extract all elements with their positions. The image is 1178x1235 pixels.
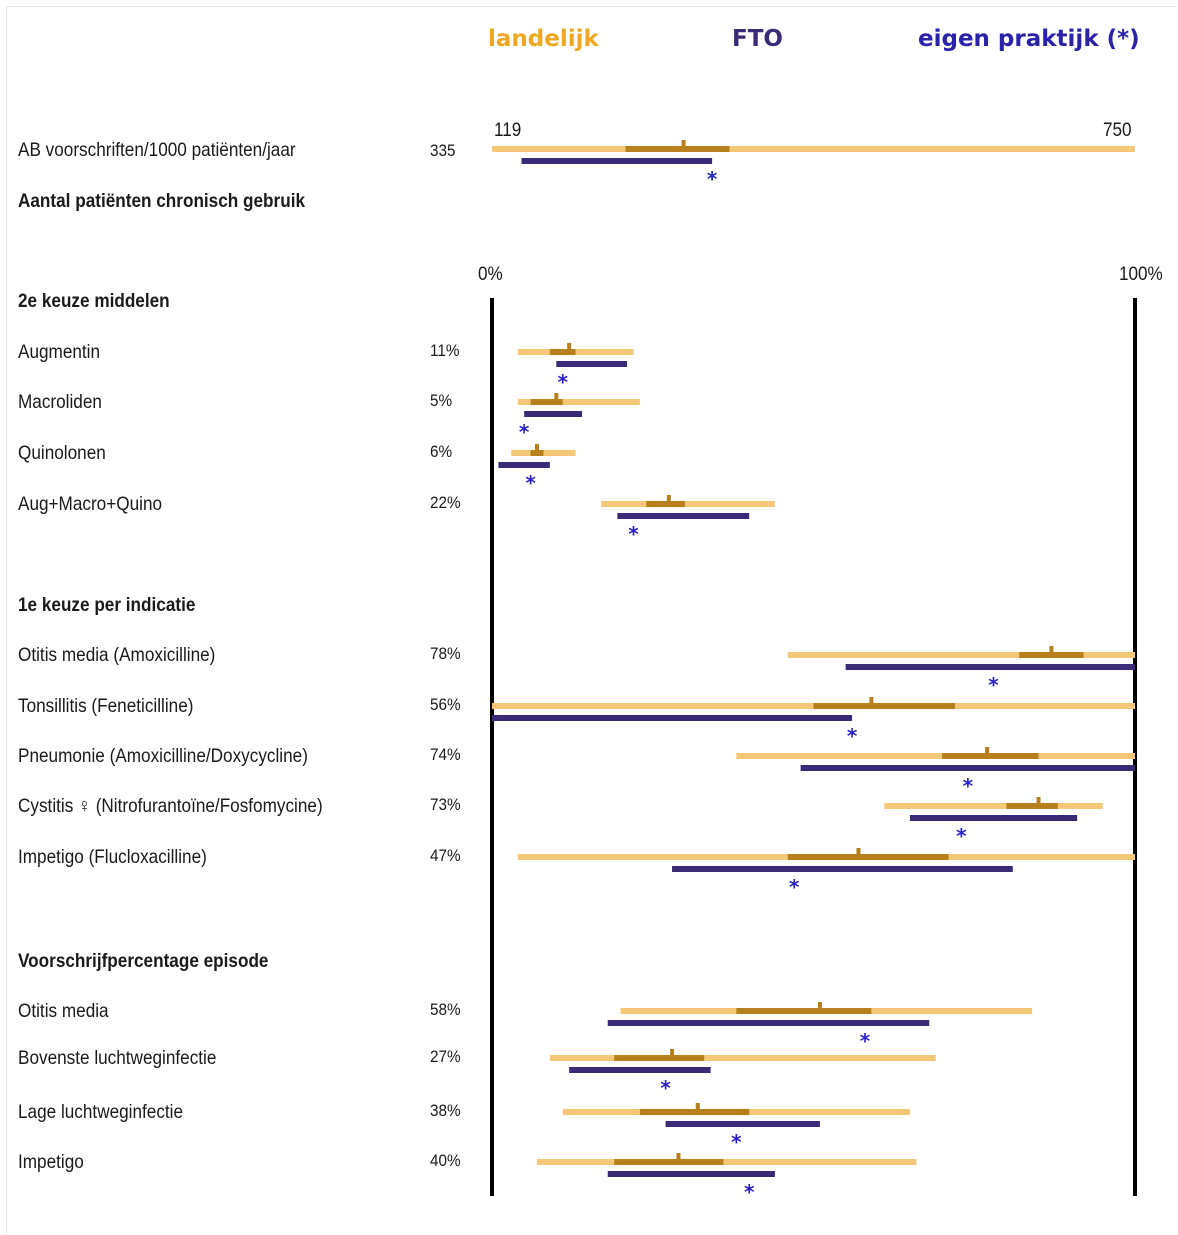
row-value-2-1: 56% (430, 695, 461, 714)
row-value-3-1: 27% (430, 1047, 461, 1066)
own-practice-marker-3-1: * (660, 1076, 671, 1100)
row-label-prescriptions: AB voorschriften/1000 patiënten/jaar (18, 139, 296, 161)
section-heading-2: 1e keuze per indicatie (18, 594, 196, 616)
row-value-2-4: 47% (430, 846, 461, 865)
own-practice-marker-3-0: * (860, 1029, 871, 1053)
row-label-2-4: Impetigo (Flucloxacilline) (18, 846, 207, 868)
legend-landelijk: landelijk (488, 26, 599, 52)
own-practice-marker-1-2: * (525, 471, 536, 495)
row-value-1-3: 22% (430, 493, 461, 512)
row-value-2-0: 78% (430, 644, 461, 663)
own-practice-marker-2-4: * (789, 875, 800, 899)
chart-frame (6, 6, 1177, 1234)
own-practice-marker-2-3: * (956, 824, 967, 848)
row-label-1-3: Aug+Macro+Quino (18, 493, 163, 515)
row-label-2-1: Tonsillitis (Feneticilline) (18, 695, 194, 717)
axis-min-label-percent: 0% (478, 264, 503, 285)
own-practice-marker-1-3: * (628, 522, 639, 546)
own-practice-marker-2-0: * (988, 673, 999, 697)
own-practice-marker-2-2: * (963, 774, 974, 798)
row-label-3-2: Lage luchtweginfectie (18, 1101, 184, 1123)
row-value-3-3: 40% (430, 1151, 461, 1170)
section-heading-0: Aantal patiënten chronisch gebruik (18, 190, 306, 212)
row-label-3-3: Impetigo (18, 1151, 84, 1173)
section-heading-1: 2e keuze middelen (18, 290, 170, 312)
row-label-2-0: Otitis media (Amoxicilline) (18, 644, 216, 666)
row-value-prescriptions: 335 (430, 141, 456, 160)
own-practice-marker-1-0: * (557, 370, 568, 394)
row-label-3-0: Otitis media (18, 1000, 109, 1022)
row-value-2-2: 74% (430, 745, 461, 764)
row-label-1-1: Macroliden (18, 391, 102, 413)
row-label-1-2: Quinolonen (18, 442, 106, 464)
legend-eigen-praktijk: eigen praktijk (*) (918, 26, 1140, 52)
legend-fto: FTO (732, 26, 783, 52)
row-value-1-0: 11% (430, 341, 460, 360)
row-value-3-2: 38% (430, 1101, 461, 1120)
row-label-2-3: Cystitis ♀ (Nitrofurantoïne/Fosfomycine) (18, 795, 323, 817)
axis-max-label-percent: 100% (1119, 264, 1163, 285)
own-practice-marker-2-1: * (847, 724, 858, 748)
own-practice-marker-prescriptions: * (707, 167, 718, 191)
axis-min-label-prescriptions: 119 (494, 120, 522, 141)
row-label-2-2: Pneumonie (Amoxicilline/Doxycycline) (18, 745, 308, 767)
row-label-1-0: Augmentin (18, 341, 101, 363)
axis-max-label-prescriptions: 750 (1103, 120, 1132, 141)
row-value-1-2: 6% (430, 442, 453, 461)
row-label-3-1: Bovenste luchtweginfectie (18, 1047, 217, 1069)
row-value-2-3: 73% (430, 795, 461, 814)
own-practice-marker-3-2: * (731, 1130, 742, 1154)
row-value-1-1: 5% (430, 391, 453, 410)
row-value-3-0: 58% (430, 1000, 461, 1019)
own-practice-marker-3-3: * (744, 1180, 755, 1204)
section-heading-3: Voorschrijfpercentage episode (18, 950, 269, 972)
own-practice-marker-1-1: * (519, 420, 530, 444)
